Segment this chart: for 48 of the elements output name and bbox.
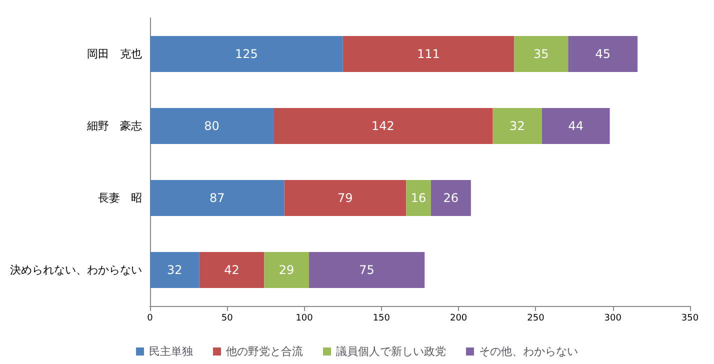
bar bbox=[150, 252, 200, 288]
bar bbox=[514, 36, 568, 72]
data-label: 44 bbox=[568, 119, 584, 133]
x-tick-label: 150 bbox=[372, 314, 390, 324]
bar bbox=[406, 180, 431, 216]
legend-label: 議員個人で新しい政党 bbox=[336, 345, 446, 358]
y-tick-label: 長妻 昭 bbox=[98, 192, 142, 204]
x-tick-label: 200 bbox=[450, 314, 468, 324]
data-label: 42 bbox=[224, 263, 240, 277]
legend-label: 民主単独 bbox=[149, 345, 193, 358]
x-tick-label: 350 bbox=[681, 314, 699, 324]
data-label: 32 bbox=[167, 263, 182, 277]
data-label: 79 bbox=[338, 191, 353, 205]
y-tick-label: 決められない、わからない bbox=[10, 264, 142, 276]
legend-label: その他、わからない bbox=[479, 345, 578, 358]
data-label: 32 bbox=[510, 119, 525, 133]
data-label: 125 bbox=[234, 47, 258, 61]
data-label: 26 bbox=[443, 191, 458, 205]
bar bbox=[150, 108, 274, 144]
bar bbox=[264, 252, 309, 288]
y-tick-label: 岡田 克也 bbox=[87, 48, 142, 60]
bar bbox=[430, 180, 471, 216]
x-tick-label: 50 bbox=[221, 314, 234, 324]
bar bbox=[492, 108, 542, 144]
bar bbox=[150, 36, 343, 72]
data-label: 35 bbox=[533, 47, 549, 61]
x-tick-label: 100 bbox=[296, 314, 314, 324]
x-tick-label: 0 bbox=[147, 314, 154, 324]
y-tick-label: 細野 豪志 bbox=[86, 120, 142, 132]
data-label: 29 bbox=[278, 263, 294, 277]
bar bbox=[273, 108, 493, 144]
bar bbox=[342, 36, 514, 72]
legend-label: 他の野党と合流 bbox=[226, 345, 303, 358]
bar bbox=[150, 180, 284, 216]
data-label: 16 bbox=[410, 191, 426, 205]
data-label: 75 bbox=[359, 263, 374, 277]
data-label: 87 bbox=[209, 191, 225, 205]
data-label: 111 bbox=[417, 47, 440, 61]
bar bbox=[568, 36, 638, 72]
data-label: 80 bbox=[204, 119, 220, 133]
data-label: 45 bbox=[595, 47, 610, 61]
x-tick-label: 300 bbox=[604, 314, 622, 324]
bar bbox=[284, 180, 406, 216]
bar bbox=[542, 108, 610, 144]
data-label: 142 bbox=[372, 119, 394, 133]
x-tick-label: 250 bbox=[527, 314, 545, 324]
bar bbox=[199, 252, 264, 288]
bar bbox=[308, 252, 425, 288]
